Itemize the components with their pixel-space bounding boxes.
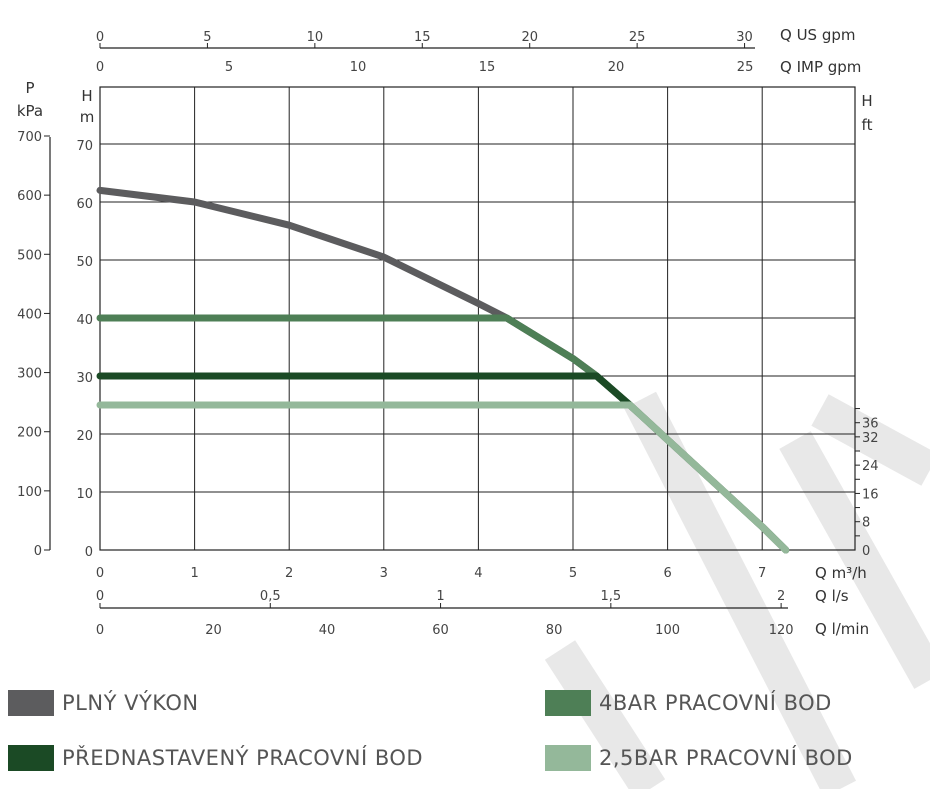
x-tick-label-lmin: 100 xyxy=(655,623,680,638)
chart-series xyxy=(96,186,790,554)
x-tick-label-ls: 1,5 xyxy=(600,589,621,604)
x-tick-label-m3h: 0 xyxy=(96,566,104,581)
y-tick-label-kpa: 200 xyxy=(17,426,42,441)
y-tick-label-m: 70 xyxy=(76,139,93,154)
series-line-p-ednastaven-pracovn-bod xyxy=(96,372,634,409)
watermark-stripe xyxy=(811,394,930,486)
legend-item-full-power: PLNÝ VÝKON xyxy=(8,690,199,716)
y-tick-label-ft: 32 xyxy=(862,431,879,446)
x-tick-label-us-gpm: 30 xyxy=(736,30,753,45)
x-tick-label-ls: 1 xyxy=(436,589,444,604)
x-tick-label-ls: 2 xyxy=(777,589,785,604)
x-axis-label-imp-gpm: Q IMP gpm xyxy=(780,58,861,76)
y-tick-label-ft: 16 xyxy=(862,487,879,502)
y-tick-label-ft: 24 xyxy=(862,459,879,474)
x-tick-label-m3h: 3 xyxy=(380,566,388,581)
x-tick-label-us-gpm: 20 xyxy=(521,30,538,45)
x-tick-label-m3h: 7 xyxy=(758,566,766,581)
watermark-stripe xyxy=(544,640,666,789)
legend-item-preset: PŘEDNASTAVENÝ PRACOVNÍ BOD xyxy=(8,745,423,771)
x-tick-label-imp-gpm: 15 xyxy=(479,60,496,75)
y-tick-label-ft: 0 xyxy=(862,544,870,559)
x-tick-label-lmin: 20 xyxy=(205,623,222,638)
legend-item-2-5bar: 2,5BAR PRACOVNÍ BOD xyxy=(545,745,853,771)
legend-label: PLNÝ VÝKON xyxy=(62,691,199,715)
y-axis-label-h: H xyxy=(81,87,92,105)
x-tick-label-m3h: 5 xyxy=(569,566,577,581)
x-tick-label-imp-gpm: 5 xyxy=(225,60,233,75)
watermark-stripe xyxy=(623,391,857,789)
watermark xyxy=(544,391,930,789)
y-tick-label-ft: 36 xyxy=(862,417,879,432)
x-tick-label-lmin: 60 xyxy=(432,623,449,638)
y-axis-label-p: P xyxy=(25,79,34,97)
y-tick-label-kpa: 600 xyxy=(17,189,42,204)
x-axis-label-m3h: Q m³/h xyxy=(815,564,867,582)
y-tick-label-m: 10 xyxy=(76,487,93,502)
x-tick-label-lmin: 40 xyxy=(319,623,336,638)
y-tick-label-kpa: 500 xyxy=(17,248,42,263)
legend-label: PŘEDNASTAVENÝ PRACOVNÍ BOD xyxy=(62,746,424,770)
x-tick-label-lmin: 120 xyxy=(769,623,794,638)
y-axis-label-h-right: H xyxy=(861,92,872,110)
x-tick-label-m3h: 2 xyxy=(285,566,293,581)
legend-swatch xyxy=(8,745,54,771)
x-tick-label-us-gpm: 25 xyxy=(629,30,646,45)
x-axis-label-ls: Q l/s xyxy=(815,587,849,605)
x-tick-label-us-gpm: 0 xyxy=(96,30,104,45)
y-tick-label-m: 0 xyxy=(85,545,93,560)
legend-label: 2,5BAR PRACOVNÍ BOD xyxy=(599,746,853,770)
series-line-2-5bar-pracovn-bod xyxy=(96,401,790,554)
x-axis-label-us-gpm: Q US gpm xyxy=(780,26,856,44)
y-tick-label-m: 50 xyxy=(76,255,93,270)
y-axis-label-kpa: kPa xyxy=(17,102,43,120)
y-tick-label-m: 30 xyxy=(76,371,93,386)
watermark-stripe xyxy=(779,431,930,689)
y-axis-label-m: m xyxy=(80,108,95,126)
x-tick-label-ls: 0,5 xyxy=(260,589,281,604)
legend-swatch xyxy=(8,690,54,716)
x-tick-label-m3h: 4 xyxy=(474,566,482,581)
x-tick-label-imp-gpm: 0 xyxy=(96,60,104,75)
x-tick-label-lmin: 80 xyxy=(546,623,563,638)
x-tick-label-us-gpm: 5 xyxy=(203,30,211,45)
y-tick-label-m: 20 xyxy=(76,429,93,444)
x-tick-label-imp-gpm: 10 xyxy=(350,60,367,75)
y-tick-label-m: 40 xyxy=(76,313,93,328)
chart-grid xyxy=(99,86,856,551)
y-tick-label-kpa: 0 xyxy=(34,544,42,559)
y-tick-label-m: 60 xyxy=(76,197,93,212)
legend-swatch xyxy=(545,690,591,716)
y-tick-label-kpa: 100 xyxy=(17,485,42,500)
x-tick-label-m3h: 6 xyxy=(663,566,671,581)
x-tick-label-m3h: 1 xyxy=(190,566,198,581)
x-axis-label-lmin: Q l/min xyxy=(815,620,869,638)
legend-swatch xyxy=(545,745,591,771)
y-tick-label-ft: 8 xyxy=(862,516,870,531)
legend-label: 4BAR PRACOVNÍ BOD xyxy=(599,691,832,715)
x-tick-label-us-gpm: 10 xyxy=(307,30,324,45)
x-tick-label-imp-gpm: 25 xyxy=(737,60,754,75)
y-tick-label-kpa: 700 xyxy=(17,130,42,145)
y-axis-label-ft: ft xyxy=(862,116,873,134)
y-tick-label-kpa: 400 xyxy=(17,307,42,322)
legend-item-4bar: 4BAR PRACOVNÍ BOD xyxy=(545,690,832,716)
x-tick-label-ls: 0 xyxy=(96,589,104,604)
x-tick-label-us-gpm: 15 xyxy=(414,30,431,45)
y-tick-label-kpa: 300 xyxy=(17,367,42,382)
x-tick-label-lmin: 0 xyxy=(96,623,104,638)
x-tick-label-imp-gpm: 20 xyxy=(608,60,625,75)
